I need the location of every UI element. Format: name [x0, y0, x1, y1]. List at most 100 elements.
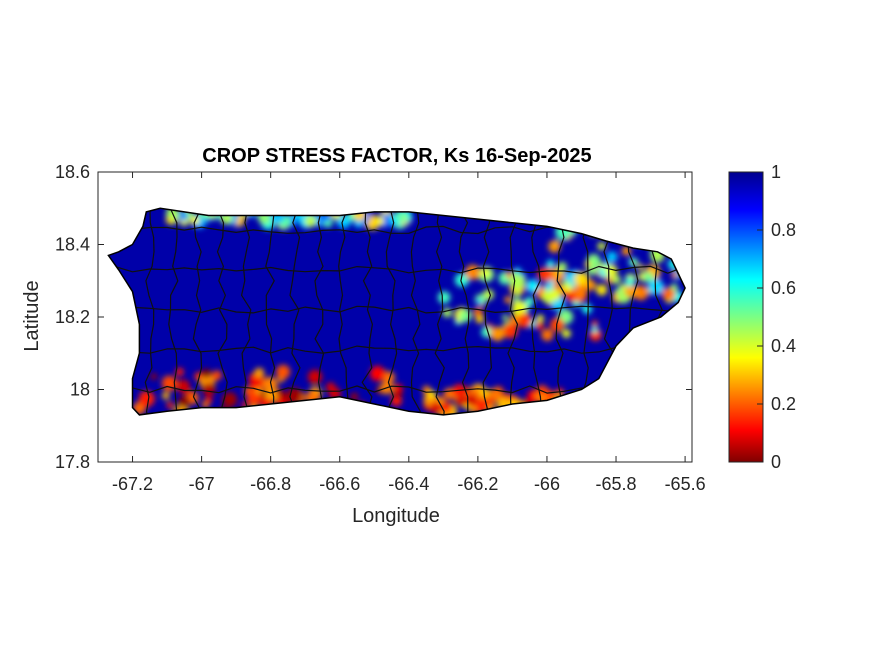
stress-cell-southeast-low: [487, 398, 495, 406]
stress-cell-east-central-mixed: [504, 296, 512, 304]
stress-cell-northeast-mixed: [557, 262, 567, 272]
stress-cell-northeast-mixed: [642, 271, 654, 283]
stress-cell-northeast-mixed: [662, 287, 676, 301]
stress-cell-south-coast-low: [211, 370, 222, 381]
stress-cell-northeast-mixed: [550, 289, 562, 301]
stress-cell-northeast-mixed: [573, 271, 589, 287]
stress-cell-southeast-low: [429, 401, 442, 414]
boundary-line: [115, 265, 686, 274]
stress-cell-south-coast-low: [262, 376, 278, 392]
boundary-line: [507, 208, 519, 415]
stress-cell-east-central-mixed: [461, 314, 469, 322]
stress-cell-south-coast-low: [276, 364, 291, 379]
x-tick-label: -66.4: [388, 474, 429, 494]
stress-cell-northeast-mixed: [671, 271, 678, 279]
stress-cell-east-central-mixed: [481, 326, 493, 338]
stress-cell-south-coast-low: [369, 365, 386, 382]
colorbar-tick-label: 0.6: [771, 278, 796, 298]
y-tick-label: 18: [70, 380, 90, 400]
stress-cell-north-coast-mixed: [178, 211, 189, 222]
x-tick-label: -65.8: [596, 474, 637, 494]
island-base-fill: [108, 208, 686, 415]
stress-cell-northeast-mixed: [548, 240, 561, 253]
boundary-line: [216, 208, 228, 415]
stress-cell-south-coast-low: [138, 390, 155, 407]
stress-cell-northeast-mixed: [596, 284, 608, 296]
stress-cell-south-coast-low: [222, 392, 238, 408]
stress-cell-northeast-mixed: [624, 284, 638, 298]
stress-cell-east-central-mixed: [490, 326, 505, 342]
stress-cell-east-central-mixed: [509, 315, 520, 326]
stress-cell-east-central-mixed: [517, 313, 532, 328]
x-tick-label: -66.8: [250, 474, 291, 494]
stress-cell-east-central-mixed: [476, 298, 483, 305]
colorbar-tick-label: 0.4: [771, 336, 796, 356]
stress-cell-northeast-mixed: [625, 277, 635, 287]
stress-cell-east-central-mixed: [511, 300, 527, 317]
stress-cell-northeast-mixed: [597, 242, 606, 251]
stress-cell-east-central-mixed: [582, 303, 593, 314]
y-tick-label: 17.8: [55, 452, 90, 472]
stress-cell-south-coast-low: [205, 395, 213, 404]
stress-cell-northeast-mixed: [592, 256, 601, 265]
stress-cell-south-coast-low: [150, 373, 158, 380]
stress-cell-east-central-mixed: [502, 323, 518, 339]
boundary-line: [385, 208, 398, 415]
stress-cell-northeast-mixed: [573, 284, 588, 299]
map-title: CROP STRESS FACTOR, Ks 16-Sep-2025: [202, 145, 591, 167]
boundary-line: [168, 208, 179, 415]
stress-cell-east-central-mixed: [437, 291, 451, 304]
stress-cell-north-coast-mixed: [400, 213, 409, 222]
stress-cell-north-coast-mixed: [165, 217, 172, 224]
stress-cell-northeast-mixed: [612, 275, 621, 284]
boundary-line: [289, 208, 301, 415]
stress-cell-south-coast-low: [175, 367, 184, 377]
stress-cell-east-central-mixed: [591, 320, 598, 327]
municipal-boundaries: [115, 208, 686, 415]
y-tick-label: 18.6: [55, 162, 90, 182]
x-tick-label: -67.2: [112, 474, 153, 494]
colorbar-tick-label: 0.2: [771, 394, 796, 414]
boundary-line: [115, 345, 686, 354]
boundary-line: [192, 208, 203, 415]
y-axis-label: Latitude: [21, 280, 43, 351]
stress-cell-south-coast-low: [249, 375, 265, 391]
stress-cell-east-central-mixed: [465, 264, 481, 280]
y-tick-label: 18.2: [55, 307, 90, 327]
boundary-line: [434, 208, 445, 415]
stress-cell-east-central-mixed: [442, 308, 452, 318]
coastline: [107, 207, 686, 416]
stress-cell-northeast-mixed: [548, 279, 555, 286]
stress-cell-southeast-low: [441, 402, 452, 413]
stress-cell-south-coast-low: [246, 391, 262, 406]
stress-cell-north-coast-mixed: [379, 213, 394, 228]
stress-cell-east-central-mixed: [513, 288, 522, 297]
stress-cell-south-coast-low: [162, 391, 170, 400]
stress-cell-south-coast-low: [393, 383, 403, 394]
stress-cell-south-coast-low: [201, 368, 211, 379]
stress-cell-east-central-mixed: [481, 268, 490, 277]
stress-cell-northeast-mixed: [606, 251, 618, 263]
stress-cell-north-coast-mixed: [343, 217, 351, 224]
stress-cell-east-central-mixed: [561, 329, 571, 338]
stress-cell-south-coast-low: [382, 371, 395, 384]
boundary-line: [115, 305, 686, 314]
stress-cell-east-central-mixed: [535, 321, 544, 330]
boundary-line: [314, 208, 325, 415]
boundary-line: [410, 208, 421, 415]
stress-cell-northeast-mixed: [585, 279, 596, 291]
stress-cell-east-central-mixed: [502, 314, 509, 321]
x-tick-label: -65.6: [665, 474, 706, 494]
stress-cell-east-central-mixed: [536, 314, 544, 323]
boundary-line: [144, 208, 155, 415]
x-tick-label: -66: [534, 474, 560, 494]
x-tick-label: -66.6: [319, 474, 360, 494]
colorbar-tick-label: 0.8: [771, 220, 796, 240]
stress-cell-south-coast-low: [166, 401, 174, 409]
colorbar: [728, 171, 764, 463]
stress-cell-south-coast-low: [178, 395, 190, 408]
stress-cell-east-central-mixed: [454, 273, 469, 287]
stress-cell-east-central-mixed: [591, 326, 598, 334]
y-axis: 17.8 18 18.2 18.4 18.6: [55, 162, 692, 472]
